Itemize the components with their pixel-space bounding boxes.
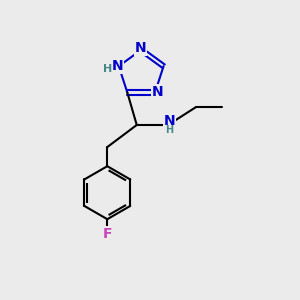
Text: F: F (103, 227, 112, 241)
Text: H: H (165, 125, 173, 135)
Text: N: N (163, 114, 175, 128)
Text: H: H (103, 64, 112, 74)
Text: N: N (112, 59, 123, 73)
Text: N: N (135, 41, 146, 56)
Text: N: N (152, 85, 163, 99)
